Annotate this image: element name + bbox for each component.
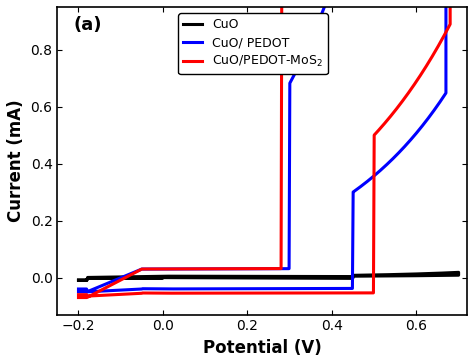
- CuO: [313, 276, 319, 280]
- CuO: [76, 278, 82, 282]
- CuO/PEDOT-MoS$_2$: [76, 295, 82, 300]
- X-axis label: Potential (V): Potential (V): [203, 339, 321, 357]
- CuO: [411, 272, 417, 276]
- CuO/ PEDOT: [151, 267, 156, 271]
- Legend: CuO, CuO/ PEDOT, CuO/PEDOT-MoS$_2$: CuO, CuO/ PEDOT, CuO/PEDOT-MoS$_2$: [178, 13, 328, 74]
- CuO/ PEDOT: [76, 287, 82, 291]
- Line: CuO/ PEDOT: CuO/ PEDOT: [79, 0, 446, 292]
- CuO/PEDOT-MoS$_2$: [76, 293, 82, 297]
- Line: CuO: CuO: [79, 272, 459, 280]
- Text: (a): (a): [74, 16, 102, 34]
- CuO/PEDOT-MoS$_2$: [239, 291, 245, 295]
- CuO/PEDOT-MoS$_2$: [152, 267, 157, 271]
- Line: CuO/PEDOT-MoS$_2$: CuO/PEDOT-MoS$_2$: [79, 0, 450, 297]
- CuO: [456, 270, 462, 274]
- Y-axis label: Current (mA): Current (mA): [7, 99, 25, 222]
- CuO/PEDOT-MoS$_2$: [225, 291, 231, 295]
- CuO/ PEDOT: [237, 286, 243, 291]
- CuO/ PEDOT: [76, 290, 82, 294]
- CuO: [153, 274, 159, 278]
- CuO: [243, 276, 248, 280]
- CuO/ PEDOT: [305, 286, 311, 291]
- CuO/PEDOT-MoS$_2$: [308, 291, 314, 295]
- CuO: [76, 278, 82, 282]
- CuO: [229, 276, 235, 280]
- CuO/ PEDOT: [224, 287, 229, 291]
- CuO: [383, 273, 389, 277]
